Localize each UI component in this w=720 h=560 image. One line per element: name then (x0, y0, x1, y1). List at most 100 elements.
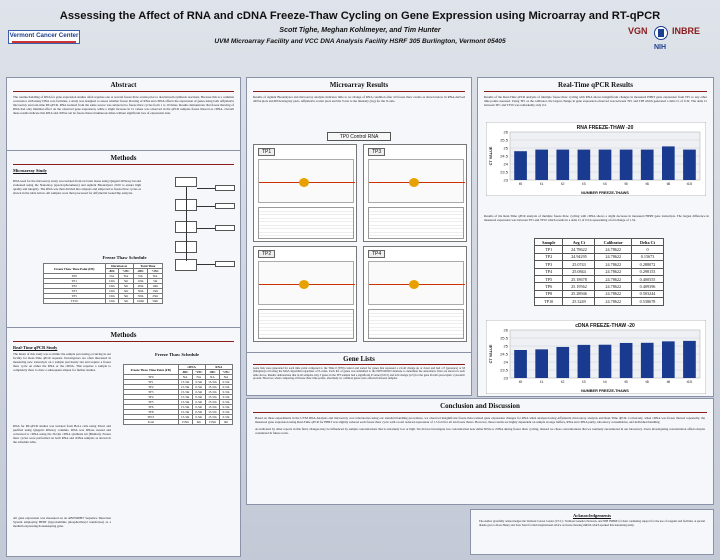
flow-box (175, 177, 197, 187)
table-header: Calibrator (594, 237, 633, 247)
bar (640, 149, 654, 180)
scatter-cluster (299, 178, 309, 187)
flow-line (186, 187, 187, 261)
gene-list-table (258, 309, 354, 339)
conclusion-title: Conclusion and Discussion (440, 402, 520, 410)
conclusion-panel: Conclusion and Discussion Based on these… (246, 398, 714, 505)
table-cell: 0m (218, 419, 234, 425)
table-row: TP8 25.28946 24.78622 0.503244 (533, 289, 664, 299)
y-axis-label: CT VALUE (489, 344, 493, 363)
table-cell: TP5 (533, 274, 564, 284)
delta-ct-table: Sample Avg Ct Calibrator Delta Ct TP1 24.… (533, 237, 664, 306)
x-axis-label: NUMBER FREEZE-THAWS (581, 191, 629, 195)
microarray-results-title: Microarray Results (329, 81, 389, 89)
poster-title: Assessing the Affect of RNA and cDNA Fre… (59, 10, 661, 22)
qpcr-study-text-3: All gene expression was measured on an A… (13, 516, 111, 528)
bar (514, 151, 527, 180)
qpcr-schedule-table: Freeze Thaw Time Point (FB) cDNA RNA -80… (123, 364, 234, 425)
table-cell: 0.538678 (631, 297, 664, 306)
bar (514, 350, 527, 378)
microarray-schedule-table: Freeze Thaw Time Point (FB) Duration at … (43, 263, 164, 304)
table-cell: 24.78622 (594, 297, 633, 306)
scatter-cluster (299, 280, 309, 289)
methods-rule (13, 341, 234, 342)
flow-box (215, 261, 235, 267)
y-tick-label: 26 (504, 327, 509, 332)
bar (598, 149, 612, 180)
qpcr-study-text-2: RNA for RT-qPCR studies was isolated fro… (13, 424, 111, 444)
gene-lists-rule (253, 364, 465, 365)
qpcr-study-text-1: The intent of this study was to mimic th… (13, 352, 111, 372)
qpcr-results-text-1: Results of the Real-Time qPCR analysis o… (484, 95, 707, 107)
bar (598, 344, 612, 378)
vermont-cancer-center-logo: Vermont Cancer Center (8, 30, 80, 50)
table-row: TP3 15-5m 0-5m 15-5m 0-5m (123, 389, 234, 395)
flow-line (197, 264, 215, 265)
qpcr-results-text-2: Results of the Real-Time qPCR analysis o… (484, 214, 709, 222)
x-tick-label: t3 (582, 379, 586, 384)
table-row: TP10 10m 5m 100m 50m (43, 298, 163, 304)
table-cell: 25.0743 (562, 260, 596, 269)
panel-label: TP1 (258, 148, 276, 156)
table-cell: 0.15673 (631, 252, 664, 262)
conclusion-rule (253, 412, 707, 413)
scatter-plot-tp3: TP3 (363, 144, 467, 242)
flow-box (215, 203, 235, 209)
y-tick-label: 23 (504, 375, 509, 380)
table-row: TP4 25.0844 24.78622 0.298153 (533, 267, 664, 276)
x-tick-label: t2 (561, 181, 565, 186)
flow-box (215, 185, 235, 191)
x-tick-label: t5 (624, 379, 628, 384)
methods-rule (13, 164, 234, 165)
flow-box (215, 225, 235, 231)
table-cell: TP1 (533, 245, 564, 254)
bar (577, 149, 591, 180)
y-tick-label: 23 (504, 177, 509, 182)
abstract-rule (13, 91, 234, 92)
acknowledgements-panel: Acknowledgements The Author gratefully a… (470, 509, 714, 555)
table-row: TP10 25.3249 24.78622 0.538678 (533, 297, 664, 306)
table-cell: 25.28946 (562, 289, 596, 299)
table-cell: 0.409396 (631, 282, 664, 291)
panel-label: TP3 (368, 148, 386, 156)
scatter-plot-tp4: TP4 (363, 246, 467, 342)
table-cell: 155m (177, 419, 193, 425)
conclusion-text-2: As indicated by other reports in this fi… (255, 427, 705, 435)
y-tick-label: 24 (504, 359, 509, 364)
table-cell: 25.0844 (562, 267, 596, 276)
microarray-freeze-thaw-schedule-title: Freeze Thaw Schedule (102, 255, 147, 260)
table-cell: 10m (104, 298, 120, 304)
methods-microarray-panel: Methods Microarray Study RNA used for th… (6, 150, 241, 330)
table-cell: 5m (118, 298, 134, 304)
y-tick-label: 23.5 (500, 169, 509, 174)
bar (535, 349, 548, 378)
table-cell: 100m (132, 298, 149, 304)
flow-line (197, 206, 215, 207)
y-tick-label: 25 (504, 343, 509, 348)
table-row: TP2 24.94295 24.78622 0.15673 (533, 252, 664, 262)
table-header: Freeze Thaw Time Point (FB) (43, 263, 106, 274)
scatter-area (368, 261, 465, 305)
scatter-area (258, 261, 355, 305)
table-cell: 155m (204, 419, 220, 425)
table-cell: 24.78622 (594, 267, 633, 276)
bar (640, 342, 654, 378)
scatter-cluster (409, 178, 419, 187)
table-cell: 25.19562 (562, 282, 596, 291)
y-tick-label: 24.5 (500, 351, 509, 356)
y-tick-label: 25.5 (500, 335, 509, 340)
table-cell: 50m (147, 298, 163, 304)
abstract-text: The routine handling of RNA for gene exp… (13, 95, 234, 115)
microarray-study-heading: Microarray Study (13, 168, 47, 173)
table-cell: 24.78622 (594, 252, 633, 262)
table-header: Sample (533, 237, 564, 247)
y-tick-label: 25 (504, 145, 509, 150)
table-cell: 24.94295 (562, 252, 596, 262)
x-tick-label: t1 (540, 181, 544, 186)
table-row: Total 155m 0m 155m 0m (123, 419, 234, 425)
table-cell: 24.78622 (594, 289, 633, 299)
gene-lists-panel: Gene Lists Gene lists were generated for… (246, 352, 472, 396)
scatter-cluster (409, 280, 419, 289)
acknowledgements-title: Acknowledgements (572, 513, 612, 518)
y-tick-label: 25.5 (500, 137, 509, 142)
